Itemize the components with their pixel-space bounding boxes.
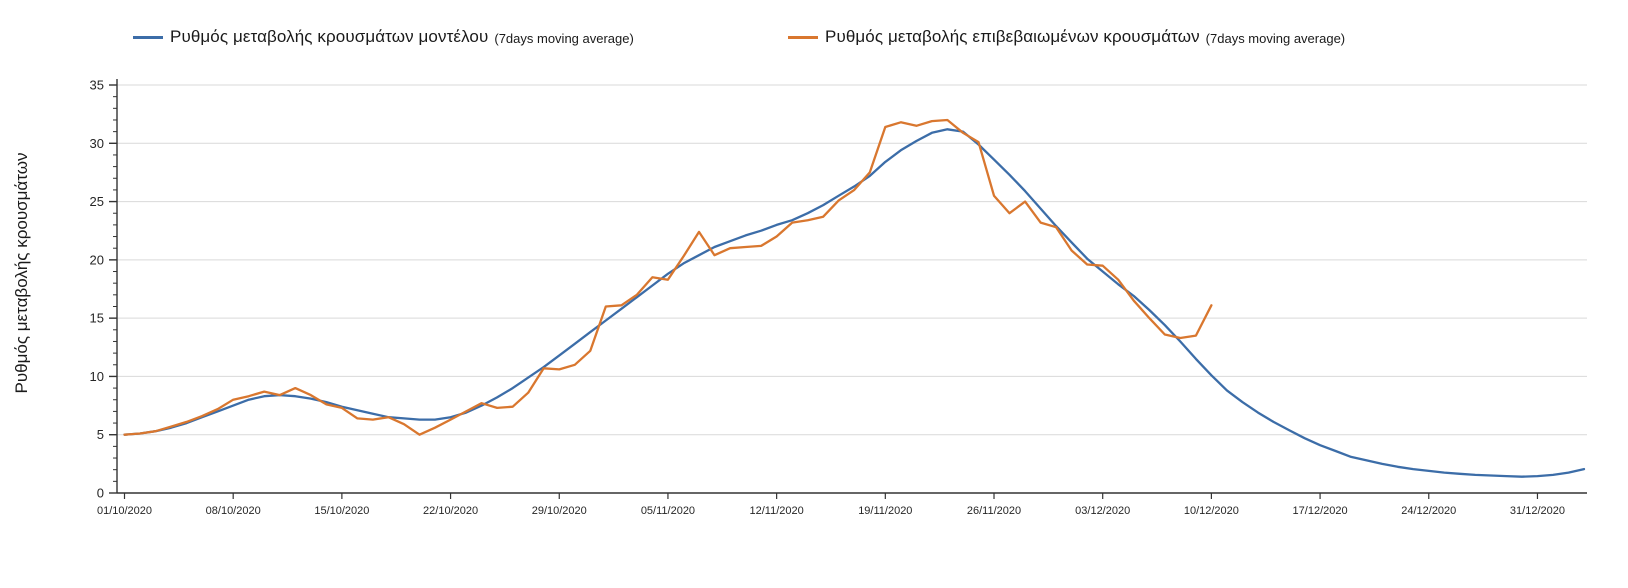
legend-line-swatch-confirmed [788, 35, 818, 39]
svg-text:22/10/2020: 22/10/2020 [423, 505, 478, 517]
legend-line-swatch-model [133, 35, 163, 39]
svg-text:10/12/2020: 10/12/2020 [1184, 505, 1239, 517]
svg-text:17/12/2020: 17/12/2020 [1293, 505, 1348, 517]
svg-text:26/11/2020: 26/11/2020 [967, 505, 1021, 517]
svg-text:20: 20 [90, 252, 104, 267]
svg-text:08/10/2020: 08/10/2020 [206, 505, 261, 517]
legend-label-model: Ρυθμός μεταβολής κρουσμάτων μοντέλου [170, 27, 489, 46]
svg-text:35: 35 [90, 78, 104, 93]
svg-text:19/11/2020: 19/11/2020 [858, 505, 912, 517]
svg-text:15/10/2020: 15/10/2020 [314, 505, 369, 517]
svg-text:25: 25 [90, 194, 104, 209]
chart-legend: Ρυθμός μεταβολής κρουσμάτων μοντέλου (7d… [0, 24, 1628, 50]
legend-label-confirmed: Ρυθμός μεταβολής επιβεβαιωμένων κρουσμάτ… [825, 27, 1200, 46]
legend-entry-model: Ρυθμός μεταβολής κρουσμάτων μοντέλου (7d… [133, 24, 634, 50]
svg-text:12/11/2020: 12/11/2020 [750, 505, 804, 517]
legend-suffix-confirmed: (7days moving average) [1205, 30, 1346, 46]
svg-text:5: 5 [97, 427, 104, 442]
svg-text:03/12/2020: 03/12/2020 [1075, 505, 1130, 517]
svg-text:30: 30 [90, 136, 104, 151]
svg-text:01/10/2020: 01/10/2020 [97, 505, 152, 517]
svg-text:24/12/2020: 24/12/2020 [1401, 505, 1456, 517]
svg-text:0: 0 [97, 486, 104, 501]
legend-entry-confirmed: Ρυθμός μεταβολής επιβεβαιωμένων κρουσμάτ… [788, 24, 1345, 50]
svg-text:29/10/2020: 29/10/2020 [532, 505, 587, 517]
svg-text:31/12/2020: 31/12/2020 [1510, 505, 1565, 517]
svg-text:05/11/2020: 05/11/2020 [641, 505, 695, 517]
legend-suffix-model: (7days moving average) [494, 30, 634, 46]
svg-text:10: 10 [90, 369, 104, 384]
svg-text:15: 15 [90, 311, 104, 326]
